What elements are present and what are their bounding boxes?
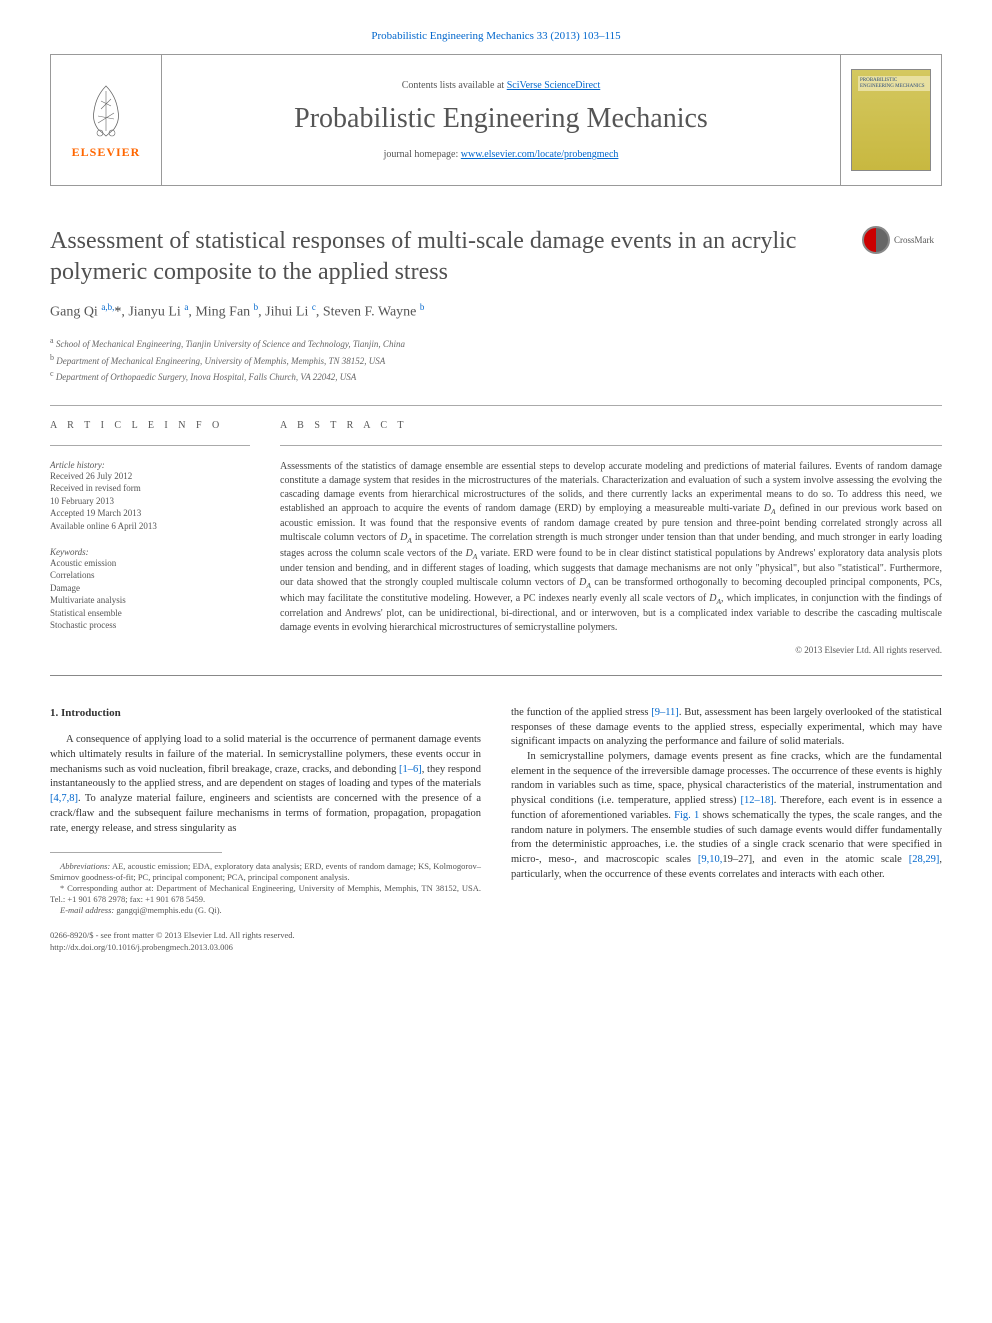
body-right-column: the function of the applied stress [9–11… <box>511 706 942 953</box>
authors: Gang Qi a,b,*, Jianyu Li a, Ming Fan b, … <box>50 302 942 321</box>
crossmark-label: CrossMark <box>894 235 934 245</box>
ref-link[interactable]: [1–6] <box>399 764 422 775</box>
article-info-head: A R T I C L E I N F O <box>50 420 250 431</box>
abstract-head: A B S T R A C T <box>280 420 942 431</box>
email-text: gangqi@memphis.edu (G. Qi). <box>114 905 221 915</box>
ref-link[interactable]: [9–11] <box>651 707 679 718</box>
abbrev-text: AE, acoustic emission; EDA, exploratory … <box>50 861 481 882</box>
cover-label: PROBABILISTIC ENGINEERING MECHANICS <box>858 76 930 91</box>
issn-line: 0266-8920/$ - see front matter © 2013 El… <box>50 930 481 941</box>
header-center: Contents lists available at SciVerse Sci… <box>162 70 840 170</box>
ref-link[interactable]: [4,7,8] <box>50 793 78 804</box>
ref-link[interactable]: [28,29] <box>909 854 940 865</box>
keywords-label: Keywords: <box>50 547 250 557</box>
elsevier-logo: ELSEVIER <box>51 55 162 185</box>
journal-header: ELSEVIER Contents lists available at Sci… <box>50 54 942 186</box>
crossmark-badge[interactable]: CrossMark <box>862 226 942 254</box>
keyword: Damage <box>50 582 250 595</box>
keyword: Correlations <box>50 569 250 582</box>
history-item: Available online 6 April 2013 <box>50 520 250 533</box>
history-item: Received in revised form <box>50 482 250 495</box>
corresponding-footnote: * Corresponding author at: Department of… <box>50 883 481 905</box>
keyword: Stochastic process <box>50 619 250 632</box>
article-title: Assessment of statistical responses of m… <box>50 226 842 288</box>
body-left-column: 1. Introduction A consequence of applyin… <box>50 706 481 953</box>
affiliation: a School of Mechanical Engineering, Tian… <box>50 335 942 352</box>
section-1-head: 1. Introduction <box>50 706 481 721</box>
email-footnote: E-mail address: gangqi@memphis.edu (G. Q… <box>50 905 481 916</box>
journal-title: Probabilistic Engineering Mechanics <box>172 103 830 135</box>
keyword: Statistical ensemble <box>50 607 250 620</box>
contents-prefix: Contents lists available at <box>402 80 507 91</box>
corr-label: * Corresponding author at: <box>60 883 157 893</box>
crossmark-icon <box>862 226 890 254</box>
homepage-link[interactable]: www.elsevier.com/locate/probengmech <box>461 149 619 160</box>
keyword: Multivariate analysis <box>50 594 250 607</box>
journal-citation[interactable]: Probabilistic Engineering Mechanics 33 (… <box>50 30 942 42</box>
history-label: Article history: <box>50 460 250 470</box>
abbreviations-footnote: Abbreviations: AE, acoustic emission; ED… <box>50 861 481 883</box>
email-label: E-mail address: <box>60 905 114 915</box>
history-item: Accepted 19 March 2013 <box>50 507 250 520</box>
ref-link[interactable]: [9,10, <box>698 854 723 865</box>
ref-link[interactable]: [12–18] <box>741 795 774 806</box>
copyright: © 2013 Elsevier Ltd. All rights reserved… <box>280 645 942 655</box>
abstract-text: Assessments of the statistics of damage … <box>280 460 942 636</box>
journal-cover: PROBABILISTIC ENGINEERING MECHANICS <box>840 55 941 185</box>
affiliations: a School of Mechanical Engineering, Tian… <box>50 335 942 385</box>
sciencedirect-link[interactable]: SciVerse ScienceDirect <box>507 80 601 91</box>
affiliation: b Department of Mechanical Engineering, … <box>50 352 942 369</box>
history-item: Received 26 July 2012 <box>50 470 250 483</box>
affiliation: c Department of Orthopaedic Surgery, Ino… <box>50 368 942 385</box>
history-item: 10 February 2013 <box>50 495 250 508</box>
elsevier-tree-icon <box>76 81 136 141</box>
homepage-prefix: journal homepage: <box>384 149 461 160</box>
keyword: Acoustic emission <box>50 557 250 570</box>
elsevier-name: ELSEVIER <box>72 145 141 160</box>
doi-line: http://dx.doi.org/10.1016/j.probengmech.… <box>50 942 481 953</box>
abbrev-label: Abbreviations: <box>60 861 110 871</box>
fig-link[interactable]: Fig. 1 <box>674 810 699 821</box>
